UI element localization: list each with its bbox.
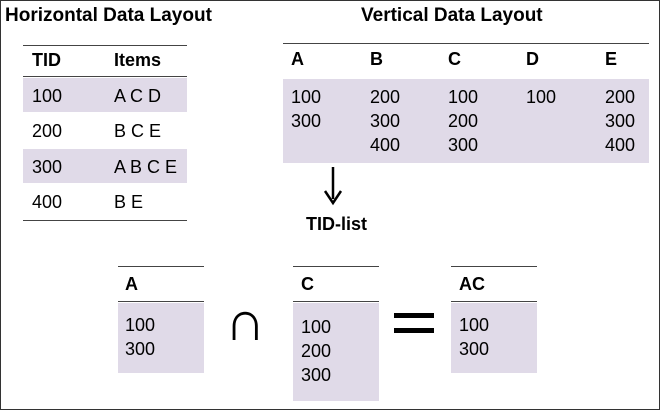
result-header: AC xyxy=(459,274,485,294)
horizontal-row-band xyxy=(23,78,187,112)
operand-band xyxy=(451,303,537,373)
tid-list-a: 100 300 xyxy=(291,87,322,131)
tid-cell: 200 xyxy=(32,121,63,141)
vertical-data-band xyxy=(283,79,649,163)
horizontal-row-band xyxy=(23,149,187,183)
vertical-top-rule xyxy=(283,43,649,44)
tid-list-e: 200 300 400 xyxy=(605,87,636,155)
operand-band xyxy=(118,303,204,373)
operand-header: A xyxy=(125,274,138,294)
operand-header-rule xyxy=(451,301,537,302)
tid-list-label: TID-list xyxy=(306,214,367,234)
vertical-layout-title: Vertical Data Layout xyxy=(361,5,543,26)
operand-top-rule xyxy=(451,266,537,267)
vertical-header-a: A xyxy=(291,49,304,69)
operand-header: C xyxy=(301,274,314,294)
vertical-header-b: B xyxy=(370,49,383,69)
horizontal-header-rule xyxy=(23,76,187,77)
tid-cell: 400 xyxy=(32,192,63,212)
tid-cell: 300 xyxy=(32,157,63,177)
horizontal-header-items: Items xyxy=(114,50,162,70)
operand-header-rule xyxy=(293,301,379,302)
horizontal-layout-title: Horizontal Data Layout xyxy=(5,5,212,26)
tid-cell: 100 xyxy=(32,86,63,106)
horizontal-bottom-rule xyxy=(23,220,187,221)
items-cell: B E xyxy=(114,192,144,212)
operand-tids: 100 300 xyxy=(125,315,156,359)
vertical-header-e: E xyxy=(605,49,618,69)
operand-header-rule xyxy=(118,301,204,302)
items-cell: B C E xyxy=(114,121,162,141)
vertical-header-c: C xyxy=(448,49,461,69)
operand-tids: 100 200 300 xyxy=(301,317,332,385)
tid-list-b: 200 300 400 xyxy=(370,87,401,155)
tid-list-c: 100 200 300 xyxy=(448,87,479,155)
operand-band xyxy=(293,303,379,401)
tid-list-d: 100 xyxy=(526,87,557,107)
horizontal-header-tid: TID xyxy=(32,50,61,70)
equals-bar xyxy=(394,328,434,333)
horizontal-top-rule xyxy=(23,45,187,46)
items-cell: A B C E xyxy=(114,157,178,177)
intersect-symbol: ∩ xyxy=(225,289,266,352)
operand-top-rule xyxy=(118,266,204,267)
operand-top-rule xyxy=(293,266,379,267)
result-tids: 100 300 xyxy=(459,315,490,359)
items-cell: A C D xyxy=(114,86,162,106)
equals-bar xyxy=(394,313,434,318)
vertical-header-d: D xyxy=(526,49,539,69)
